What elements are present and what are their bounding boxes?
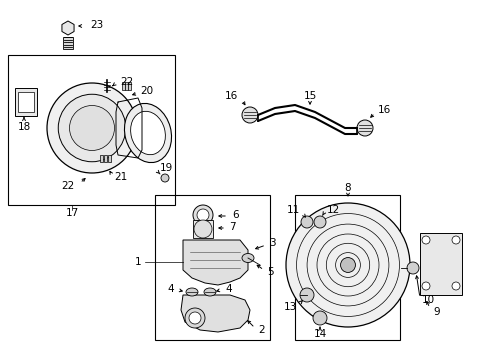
Polygon shape [183, 240, 247, 285]
Bar [196, 220, 209, 228]
Circle shape [312, 311, 326, 325]
Text: 5: 5 [266, 267, 273, 277]
Circle shape [161, 174, 169, 182]
Text: 12: 12 [326, 205, 340, 215]
Text: 22: 22 [61, 181, 75, 191]
Text: 22: 22 [120, 77, 133, 87]
Circle shape [451, 236, 459, 244]
Bar [294, 195, 399, 340]
Text: 20: 20 [140, 86, 153, 96]
Circle shape [421, 236, 429, 244]
Text: 13: 13 [283, 302, 296, 312]
Circle shape [47, 83, 137, 173]
Circle shape [451, 282, 459, 290]
Text: 4: 4 [224, 284, 231, 294]
Circle shape [194, 220, 212, 238]
Bar [108, 155, 111, 162]
Circle shape [242, 107, 258, 123]
Text: 1: 1 [134, 257, 141, 267]
Text: 6: 6 [231, 210, 238, 220]
Text: 15: 15 [303, 91, 316, 101]
Circle shape [299, 288, 313, 302]
Circle shape [406, 262, 418, 274]
Circle shape [197, 209, 208, 221]
Text: 16: 16 [377, 105, 390, 115]
Text: 11: 11 [286, 205, 299, 215]
Bar [155, 195, 269, 340]
Bar [18, 92, 34, 112]
Text: 16: 16 [224, 91, 238, 101]
Ellipse shape [203, 288, 216, 296]
Text: 4: 4 [167, 284, 174, 294]
Circle shape [301, 216, 312, 228]
Bar [419, 233, 461, 295]
Text: 19: 19 [160, 163, 173, 173]
Text: 2: 2 [258, 325, 264, 335]
Circle shape [69, 105, 114, 150]
Circle shape [184, 308, 204, 328]
Text: 18: 18 [18, 122, 31, 132]
Polygon shape [62, 21, 74, 35]
Circle shape [313, 216, 325, 228]
Text: 9: 9 [432, 307, 439, 317]
Ellipse shape [124, 103, 171, 163]
Ellipse shape [130, 111, 165, 155]
Ellipse shape [242, 253, 253, 262]
Text: 17: 17 [65, 208, 79, 218]
Bar [125, 82, 127, 90]
Bar [122, 82, 124, 90]
Text: 7: 7 [228, 222, 235, 232]
Text: 14: 14 [313, 329, 326, 339]
Circle shape [285, 203, 409, 327]
Circle shape [189, 312, 201, 324]
Circle shape [421, 282, 429, 290]
Circle shape [193, 205, 213, 225]
Circle shape [356, 120, 372, 136]
Ellipse shape [185, 288, 198, 296]
Circle shape [340, 257, 355, 273]
Text: 23: 23 [90, 20, 103, 30]
Polygon shape [181, 295, 249, 332]
Text: 3: 3 [268, 238, 275, 248]
Bar [100, 155, 103, 162]
Bar [15, 88, 37, 116]
Bar [8, 55, 175, 205]
Bar [128, 82, 130, 90]
Text: 10: 10 [421, 295, 434, 305]
Circle shape [58, 94, 125, 162]
Bar [63, 37, 73, 49]
Text: 8: 8 [344, 183, 350, 193]
Bar [193, 220, 213, 238]
Text: 21: 21 [114, 172, 127, 182]
Bar [104, 155, 107, 162]
